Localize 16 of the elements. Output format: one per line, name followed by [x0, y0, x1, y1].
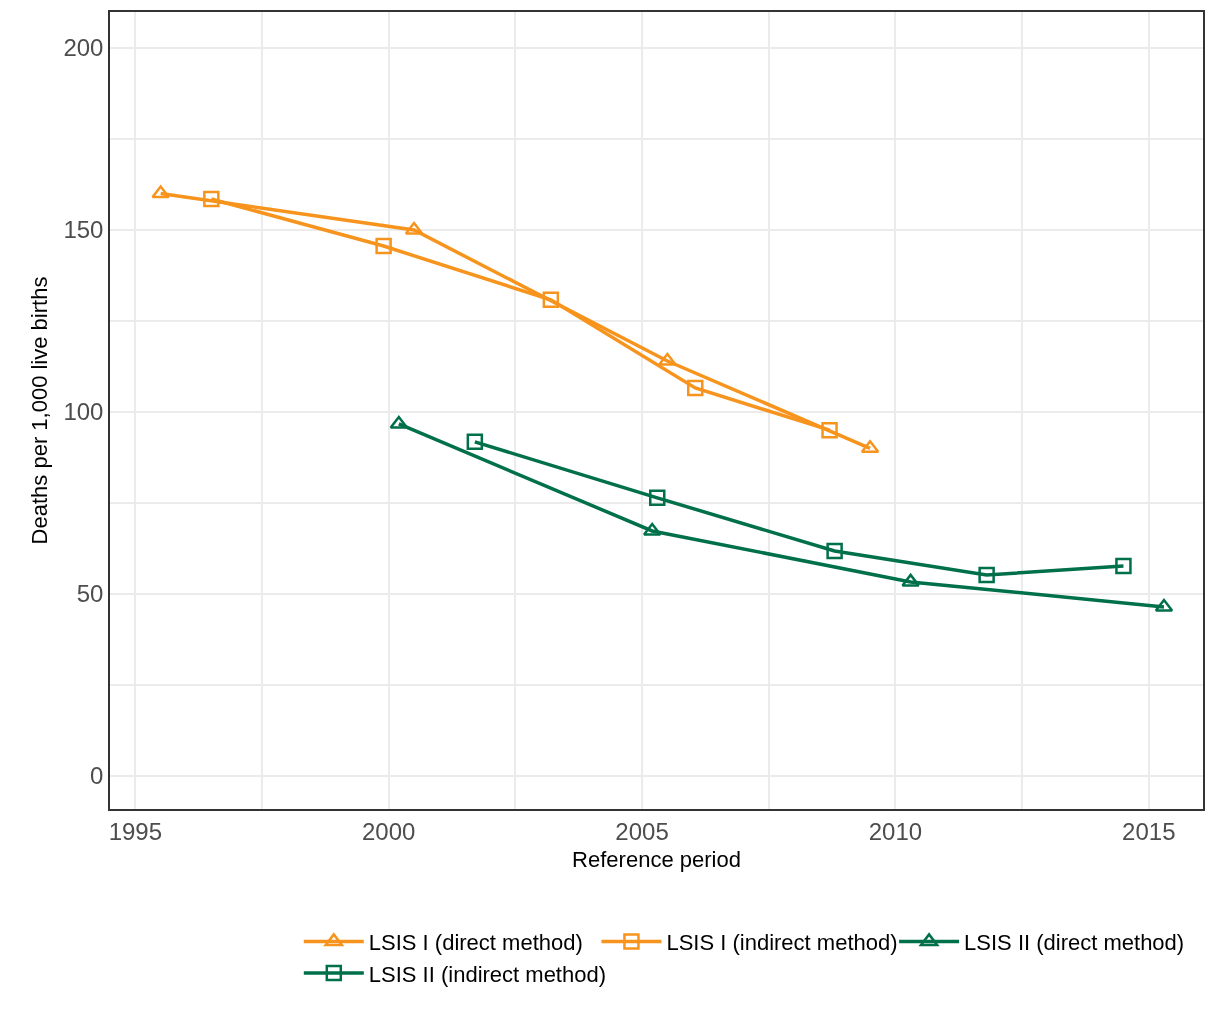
y-tick-label: 150	[63, 216, 104, 244]
x-tick-label: 2000	[362, 817, 416, 845]
y-axis-title: Deaths per 1,000 live births	[26, 276, 52, 545]
x-tick-label: 2010	[868, 817, 923, 845]
legend-label: LSIS I (indirect method)	[666, 929, 898, 955]
y-tick-label: 200	[63, 34, 104, 62]
y-tick-label: 100	[63, 398, 104, 426]
x-tick-label: 2005	[615, 817, 669, 845]
legend-label: LSIS II (direct method)	[964, 929, 1185, 955]
x-tick-label: 1995	[108, 817, 163, 845]
legend-label: LSIS II (indirect method)	[368, 961, 607, 987]
y-tick-label: 0	[90, 762, 104, 790]
x-tick-label: 2015	[1122, 817, 1176, 845]
y-tick-label: 50	[76, 580, 104, 608]
x-axis-title: Reference period	[572, 846, 741, 872]
legend-label: LSIS I (direct method)	[368, 929, 583, 955]
